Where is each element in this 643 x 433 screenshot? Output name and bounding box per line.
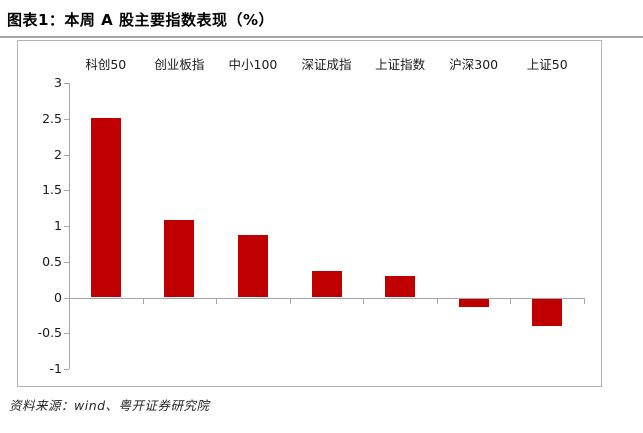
category-label: 沪深300 xyxy=(449,56,499,72)
category-label: 科创50 xyxy=(85,56,127,72)
title-divider xyxy=(0,36,643,38)
y-axis-tick xyxy=(64,333,69,335)
category-label: 深证成指 xyxy=(301,56,352,72)
x-axis-tick xyxy=(289,297,291,304)
y-axis-tick-label: 2 xyxy=(54,146,62,162)
category-labels-row: 科创50 创业板指 中小100 深证成指 上证指数 沪深300 上证50 xyxy=(69,54,584,72)
y-axis-tick xyxy=(64,118,69,120)
category-label: 创业板指 xyxy=(154,56,205,72)
category-label: 中小100 xyxy=(228,56,278,72)
bar xyxy=(311,271,342,298)
page-title: 图表1：本周 A 股主要指数表现（%） xyxy=(7,11,275,29)
y-axis-tick-label: 0.5 xyxy=(42,253,62,269)
category-label: 上证指数 xyxy=(375,56,426,72)
y-axis-tick xyxy=(64,261,69,263)
y-axis-tick-label: 2.5 xyxy=(42,110,62,126)
x-axis-line xyxy=(69,297,585,299)
chart-frame: 科创50 创业板指 中小100 深证成指 上证指数 沪深300 上证50 3 2.5 2 1.5 1… xyxy=(17,40,602,387)
x-axis-tick xyxy=(436,297,438,304)
y-axis-tick xyxy=(64,369,69,370)
bar xyxy=(90,118,121,298)
bar xyxy=(164,220,195,298)
y-axis-tick xyxy=(64,154,69,156)
x-axis-tick xyxy=(216,297,218,304)
category-label: 上证50 xyxy=(526,56,568,72)
x-axis-tick xyxy=(363,297,365,304)
y-axis-line xyxy=(69,83,70,369)
x-axis-tick xyxy=(584,297,585,304)
bar xyxy=(532,298,563,326)
y-axis-tick xyxy=(64,83,69,84)
y-axis-tick-label: 1 xyxy=(54,218,62,233)
x-axis-tick xyxy=(142,297,144,304)
y-axis-tick xyxy=(64,226,69,227)
x-axis-tick xyxy=(69,297,70,304)
x-axis-tick xyxy=(510,297,512,304)
bar xyxy=(237,234,268,298)
y-axis-tick-label: 1.5 xyxy=(42,182,62,198)
y-axis-tick xyxy=(64,190,69,192)
y-axis-tick-label: -1 xyxy=(49,361,62,376)
plot-area: 3 2.5 2 1.5 1 0.5 0 -0.5 -1 xyxy=(18,41,601,386)
y-axis-tick-label: 3 xyxy=(54,75,62,90)
y-axis-tick xyxy=(64,297,69,299)
bar xyxy=(458,298,489,308)
y-axis-tick-label: -0.5 xyxy=(37,325,62,341)
source-note: 资料来源：wind、粤开证券研究院 xyxy=(9,398,210,413)
y-axis-tick-label: 0 xyxy=(54,289,62,305)
bar xyxy=(385,276,416,298)
